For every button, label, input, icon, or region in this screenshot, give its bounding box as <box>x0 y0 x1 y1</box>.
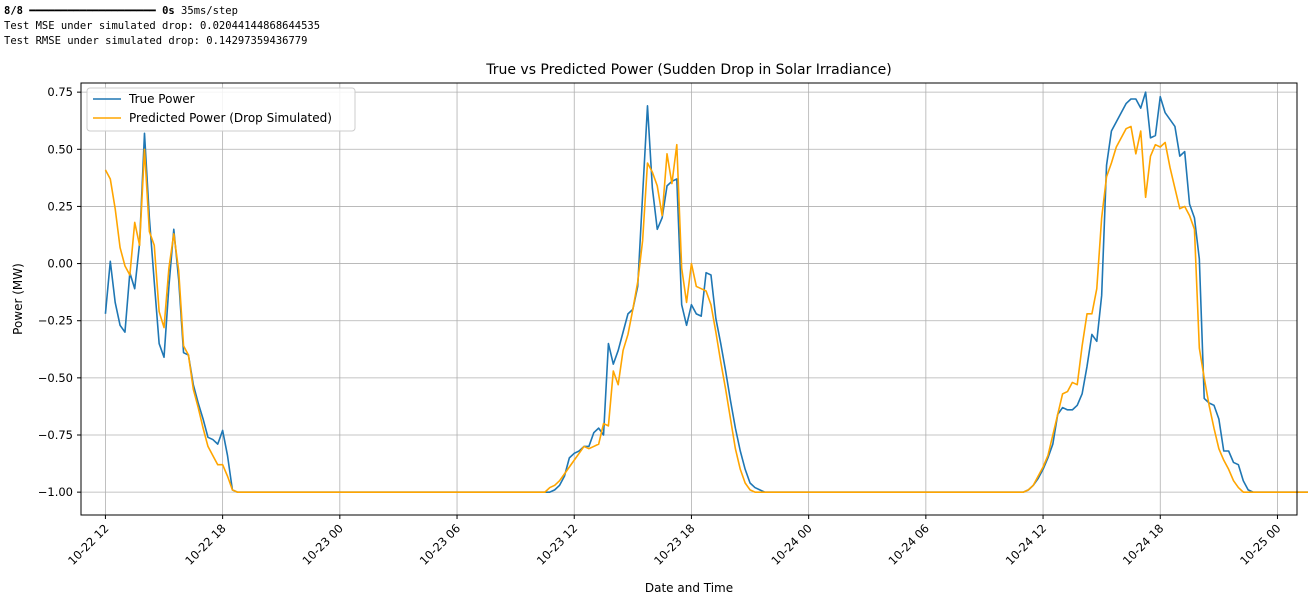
plot-frame <box>80 82 1298 516</box>
x-tick-label: 10-25 00 <box>1237 521 1283 567</box>
step-rate: 35ms/step <box>181 5 238 17</box>
y-axis: 0.75 0.50 0.25 0.00 −0.25 −0.50 −0.75 −1.00 <box>38 85 81 499</box>
legend-label-predicted-power: Predicted Power (Drop Simulated) <box>129 111 332 125</box>
y-tick-label: 0.00 <box>47 257 73 271</box>
x-tick-label: 10-22 18 <box>182 521 228 567</box>
mse-line: Test MSE under simulated drop: 0.0204414… <box>4 20 321 32</box>
console-output: 8/8 ━━━━━━━━━━━━━━━━━━━━ 0s 35ms/step Te… <box>4 4 320 49</box>
x-tick-label: 10-24 18 <box>1120 521 1166 567</box>
x-tick-label: 10-23 00 <box>299 521 345 567</box>
rmse-line: Test RMSE under simulated drop: 0.142973… <box>4 35 308 47</box>
y-tick-label: −0.75 <box>38 428 73 442</box>
x-tick-label: 10-22 12 <box>65 521 111 567</box>
x-tick-label: 10-23 06 <box>417 521 463 567</box>
legend-label-true-power: True Power <box>128 92 195 106</box>
x-tick-label: 10-24 06 <box>886 521 932 567</box>
y-tick-label: 0.50 <box>47 142 73 156</box>
x-axis: 10-22 12 10-22 18 10-23 00 10-23 06 10-23 12… <box>65 515 1284 568</box>
y-axis-label: Power (MW) <box>11 263 25 335</box>
x-tick-label: 10-23 18 <box>651 521 697 567</box>
legend-box <box>86 87 356 132</box>
progress-count: 8/8 <box>4 5 23 17</box>
progress-bar: ━━━━━━━━━━━━━━━━━━━━ <box>29 5 156 17</box>
legend: True Power Predicted Power (Drop Simulat… <box>86 87 356 132</box>
y-tick-label: −0.50 <box>38 371 73 385</box>
x-tick-label: 10-23 12 <box>534 521 580 567</box>
series-layer <box>104 91 1308 493</box>
y-tick-label: −1.00 <box>38 485 73 499</box>
y-tick-label: 0.75 <box>47 85 73 99</box>
grid-lines <box>81 83 1297 515</box>
elapsed-time: 0s <box>162 5 175 17</box>
chart-title: True vs Predicted Power (Sudden Drop in … <box>485 62 892 78</box>
x-tick-label: 10-24 12 <box>1003 521 1049 567</box>
x-tick-label: 10-24 00 <box>768 521 814 567</box>
y-tick-label: −0.25 <box>38 314 73 328</box>
series-line-predicted-power <box>104 125 1308 493</box>
x-axis-label: Date and Time <box>645 581 733 595</box>
y-tick-label: 0.25 <box>47 199 73 213</box>
